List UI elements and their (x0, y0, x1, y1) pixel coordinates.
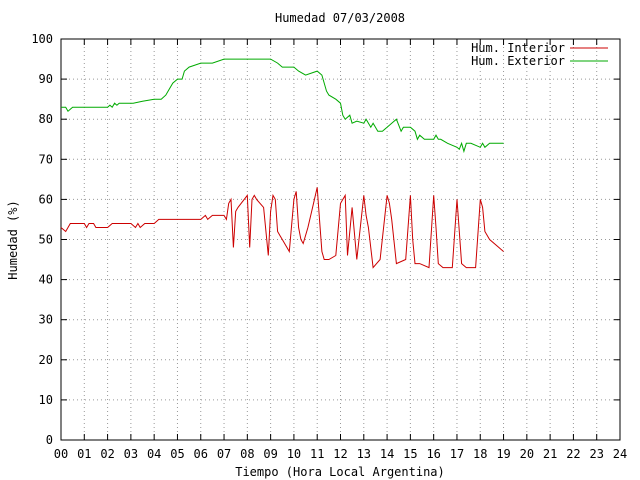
x-axis-label: Tiempo (Hora Local Argentina) (235, 465, 445, 479)
x-tick-label: 07 (217, 447, 231, 461)
y-tick-label: 50 (39, 233, 53, 247)
y-tick-label: 40 (39, 273, 53, 287)
x-tick-label: 05 (170, 447, 184, 461)
x-tick-label: 00 (54, 447, 68, 461)
x-tick-label: 03 (124, 447, 138, 461)
series-line-exterior (61, 58, 504, 154)
series-line-interior (60, 187, 504, 269)
y-axis-label: Humedad (%) (6, 200, 20, 279)
series-lines (60, 58, 504, 269)
grid-lines (61, 39, 620, 440)
x-tick-label: 12 (333, 447, 347, 461)
x-tick-label: 19 (496, 447, 510, 461)
chart-title: Humedad 07/03/2008 (275, 11, 405, 25)
y-tick-label: 80 (39, 112, 53, 126)
x-tick-label: 18 (473, 447, 487, 461)
x-tick-label: 13 (357, 447, 371, 461)
x-tick-label: 10 (287, 447, 301, 461)
x-tick-label: 24 (613, 447, 627, 461)
y-tick-label: 60 (39, 192, 53, 206)
x-tick-label: 09 (263, 447, 277, 461)
y-tick-label: 70 (39, 152, 53, 166)
axis-ticks: 00 01 02 03 04 05 06 07 08 09 10 11 12 13 14 15 16 17 18 19… (31, 32, 627, 461)
x-tick-label: 23 (589, 447, 603, 461)
x-tick-label: 16 (426, 447, 440, 461)
x-tick-label: 22 (566, 447, 580, 461)
x-tick-label: 15 (403, 447, 417, 461)
y-tick-label: 100 (31, 32, 53, 46)
x-tick-label: 04 (147, 447, 161, 461)
legend-label-interior: Hum. Interior (471, 41, 565, 55)
y-tick-label: 90 (39, 72, 53, 86)
x-tick-label: 08 (240, 447, 254, 461)
x-tick-label: 11 (310, 447, 324, 461)
x-tick-label: 14 (380, 447, 394, 461)
x-tick-label: 06 (194, 447, 208, 461)
legend-label-exterior: Hum. Exterior (471, 54, 565, 68)
y-tick-label: 10 (39, 393, 53, 407)
y-tick-label: 20 (39, 353, 53, 367)
y-tick-label: 30 (39, 313, 53, 327)
x-tick-label: 20 (520, 447, 534, 461)
legend: Hum. Interior Hum. Exterior (471, 41, 608, 68)
y-tick-label: 0 (46, 433, 53, 447)
x-tick-label: 21 (543, 447, 557, 461)
x-tick-label: 17 (450, 447, 464, 461)
x-tick-label: 01 (77, 447, 91, 461)
x-tick-label: 02 (100, 447, 114, 461)
